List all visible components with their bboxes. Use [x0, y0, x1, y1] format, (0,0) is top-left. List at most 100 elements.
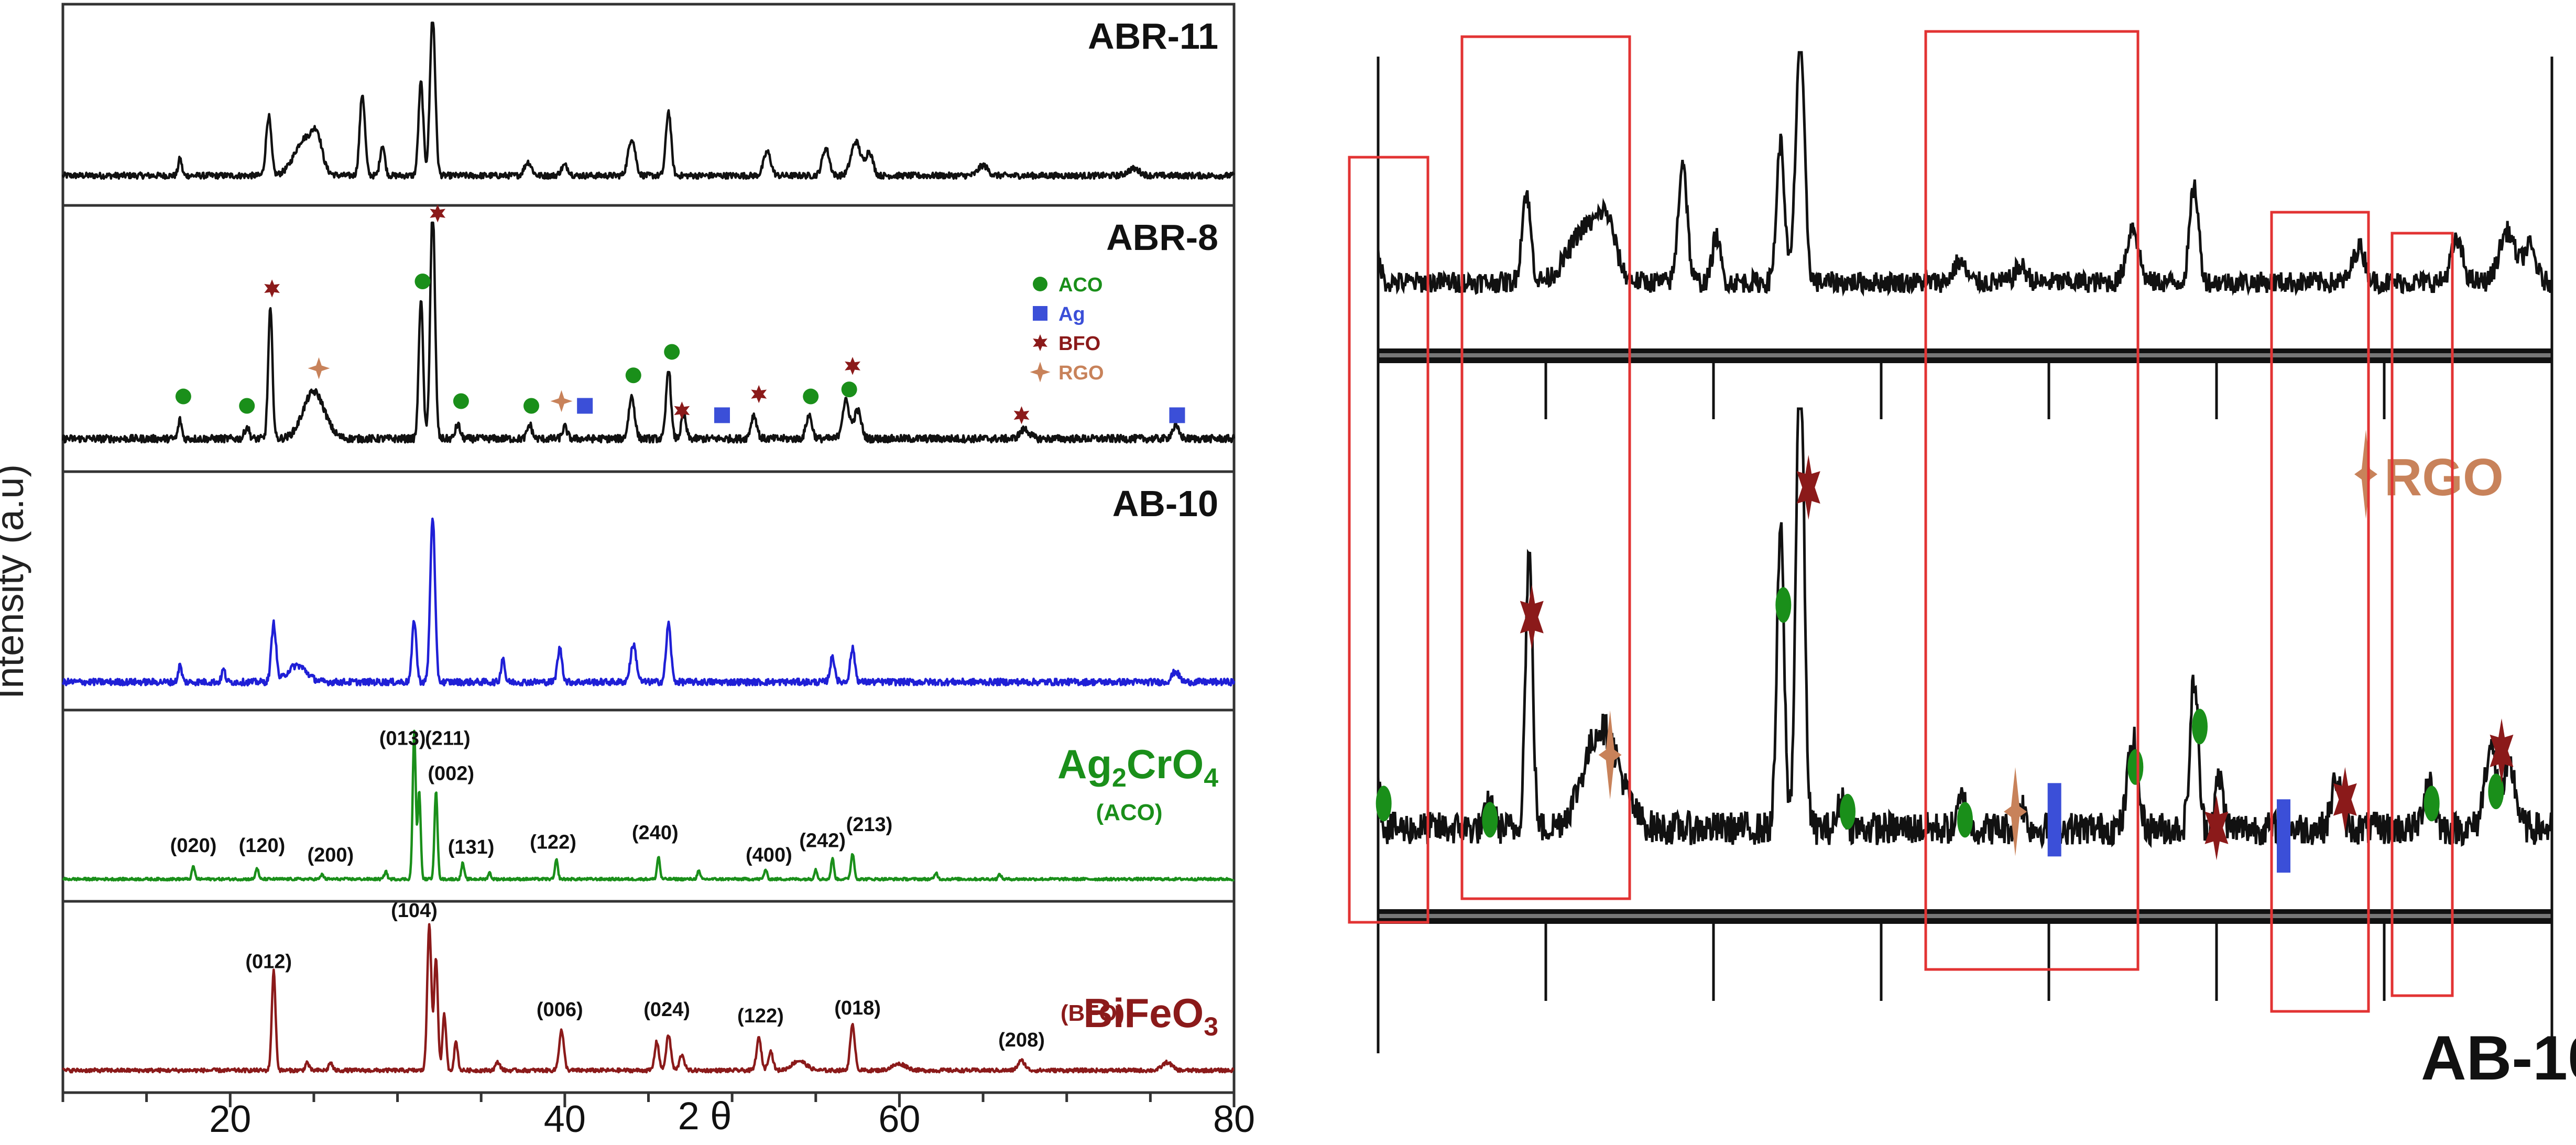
zoom-marker-aco	[1376, 786, 1392, 822]
panel-frame	[61, 470, 1236, 712]
marker-bfo	[264, 279, 280, 298]
marker-ag	[1169, 407, 1185, 423]
zoom-partial-label: AB-10	[2421, 1023, 2576, 1093]
peak-annotation: (200)	[307, 844, 354, 866]
x-axis: 20 40 60 80	[61, 1093, 1255, 1140]
series-sublabel: (ACO)	[1096, 800, 1162, 825]
marker-bfo	[1013, 406, 1030, 424]
xrd-panel-bifeo3: BiFeO3(BFO) (012) (104) (006) (024) (122) (018…	[61, 900, 1236, 1094]
zoom-trace-abr-11	[1377, 51, 2553, 297]
peak-annotation: (240)	[632, 822, 679, 844]
zoom-marker-aco	[1840, 793, 1855, 830]
legend-label: RGO	[1058, 362, 1104, 384]
highlight-box	[1460, 35, 1631, 900]
separator-band	[1378, 909, 2552, 924]
panel-frame	[61, 900, 1236, 1094]
peak-annotation: (242)	[799, 830, 846, 852]
series-line	[61, 517, 1236, 687]
series-label: ABR-11	[1088, 16, 1218, 57]
xrd-panel-abr-11: ABR-11	[61, 3, 1236, 207]
zoom-marker-aco	[1957, 802, 1973, 838]
peak-annotation: (104)	[391, 900, 438, 922]
zoom-marker-aco	[2192, 708, 2208, 745]
marker-rgo	[308, 357, 330, 379]
marker-aco	[523, 398, 539, 414]
marker-ag	[714, 407, 730, 423]
zoom-marker-bfo	[2490, 718, 2514, 783]
highlight-box	[1348, 156, 1429, 924]
marker-bfo	[430, 204, 446, 223]
highlight-box	[2270, 211, 2370, 1013]
series-label: AB-10	[1112, 483, 1218, 524]
zoom-marker-aco	[2424, 786, 2440, 822]
highlight-box	[2391, 232, 2454, 997]
x-axis-label: 2 θ	[678, 1094, 732, 1138]
marker-aco	[625, 367, 641, 384]
marker-bfo	[674, 401, 690, 420]
zoom-marker-aco	[1482, 802, 1498, 838]
zoom-trace-abr-8	[1377, 407, 2553, 849]
xrd-panel-ag2cro4: Ag2CrO4 (ACO) (020) (120) (200) (013)(211) (00…	[61, 708, 1236, 903]
peak-annotation: (013)	[379, 727, 426, 749]
marker-rgo	[550, 390, 573, 412]
marker-aco	[414, 274, 431, 290]
marker-aco	[1033, 277, 1047, 291]
xrd-panel-ab-10: AB-10	[61, 470, 1236, 712]
peak-annotation: (211)	[425, 727, 471, 749]
highlight-box	[1924, 30, 2140, 971]
separator-band	[1378, 348, 2552, 363]
series-line	[61, 21, 1235, 180]
right-zoom-panel: RGO AB-10	[1348, 30, 2576, 1093]
legend-label: Ag	[1058, 303, 1085, 325]
panel-frame	[61, 708, 1236, 903]
marker-bfo	[845, 357, 860, 375]
marker-aco	[841, 381, 857, 398]
series-line	[62, 923, 1235, 1074]
marker-ag	[1033, 306, 1047, 321]
marker-rgo	[1030, 362, 1051, 383]
y-axis-label: Intensity (a.u)	[0, 464, 31, 699]
zoom-marker-bfo	[2333, 767, 2357, 832]
zoom-marker-aco	[1775, 587, 1792, 623]
zoom-marker-rgo	[2004, 767, 2027, 856]
zoom-marker-ag	[2047, 783, 2061, 857]
peak-annotation: (122)	[530, 832, 576, 854]
marker-aco	[803, 388, 819, 405]
zoom-marker-rgo	[1598, 710, 1622, 800]
peak-annotation: (208)	[998, 1029, 1045, 1051]
zoom-marker-bfo	[1520, 584, 1544, 650]
zoom-marker-bfo	[2204, 795, 2229, 860]
peak-annotation: (120)	[239, 835, 286, 857]
peak-annotation: (213)	[846, 814, 893, 836]
series-line	[62, 729, 1235, 882]
legend-label: BFO	[1058, 333, 1100, 355]
peak-annotation: (122)	[737, 1005, 784, 1027]
marker-aco	[175, 388, 191, 405]
zoom-marker-aco	[2488, 773, 2504, 810]
peak-annotation: (018)	[834, 997, 881, 1019]
x-tick-label: 60	[878, 1098, 920, 1140]
zoom-marker-bfo	[1796, 455, 1820, 520]
series-sublabel: (BFO)	[1061, 1000, 1125, 1026]
x-tick-label: 80	[1213, 1098, 1255, 1140]
peak-annotation: (400)	[746, 844, 792, 866]
zoom-rgo-label: RGO	[2384, 448, 2504, 507]
series-label: ABR-8	[1106, 217, 1218, 258]
marker-aco	[664, 344, 680, 360]
series-label: Ag2CrO4	[1057, 741, 1218, 792]
peak-annotation: (020)	[170, 835, 217, 857]
marker-bfo	[751, 385, 767, 404]
zoom-marker-aco	[2127, 749, 2144, 785]
x-tick-label: 20	[209, 1098, 251, 1140]
marker-ag	[577, 398, 593, 414]
peak-annotation: (006)	[537, 999, 583, 1021]
phase-legend: ACO Ag BFO RGO	[1030, 274, 1104, 384]
peak-annotation: (131)	[448, 836, 495, 858]
peak-annotation: (002)	[428, 763, 474, 785]
series-label: BiFeO3	[1083, 990, 1218, 1041]
series-line	[61, 221, 1236, 444]
